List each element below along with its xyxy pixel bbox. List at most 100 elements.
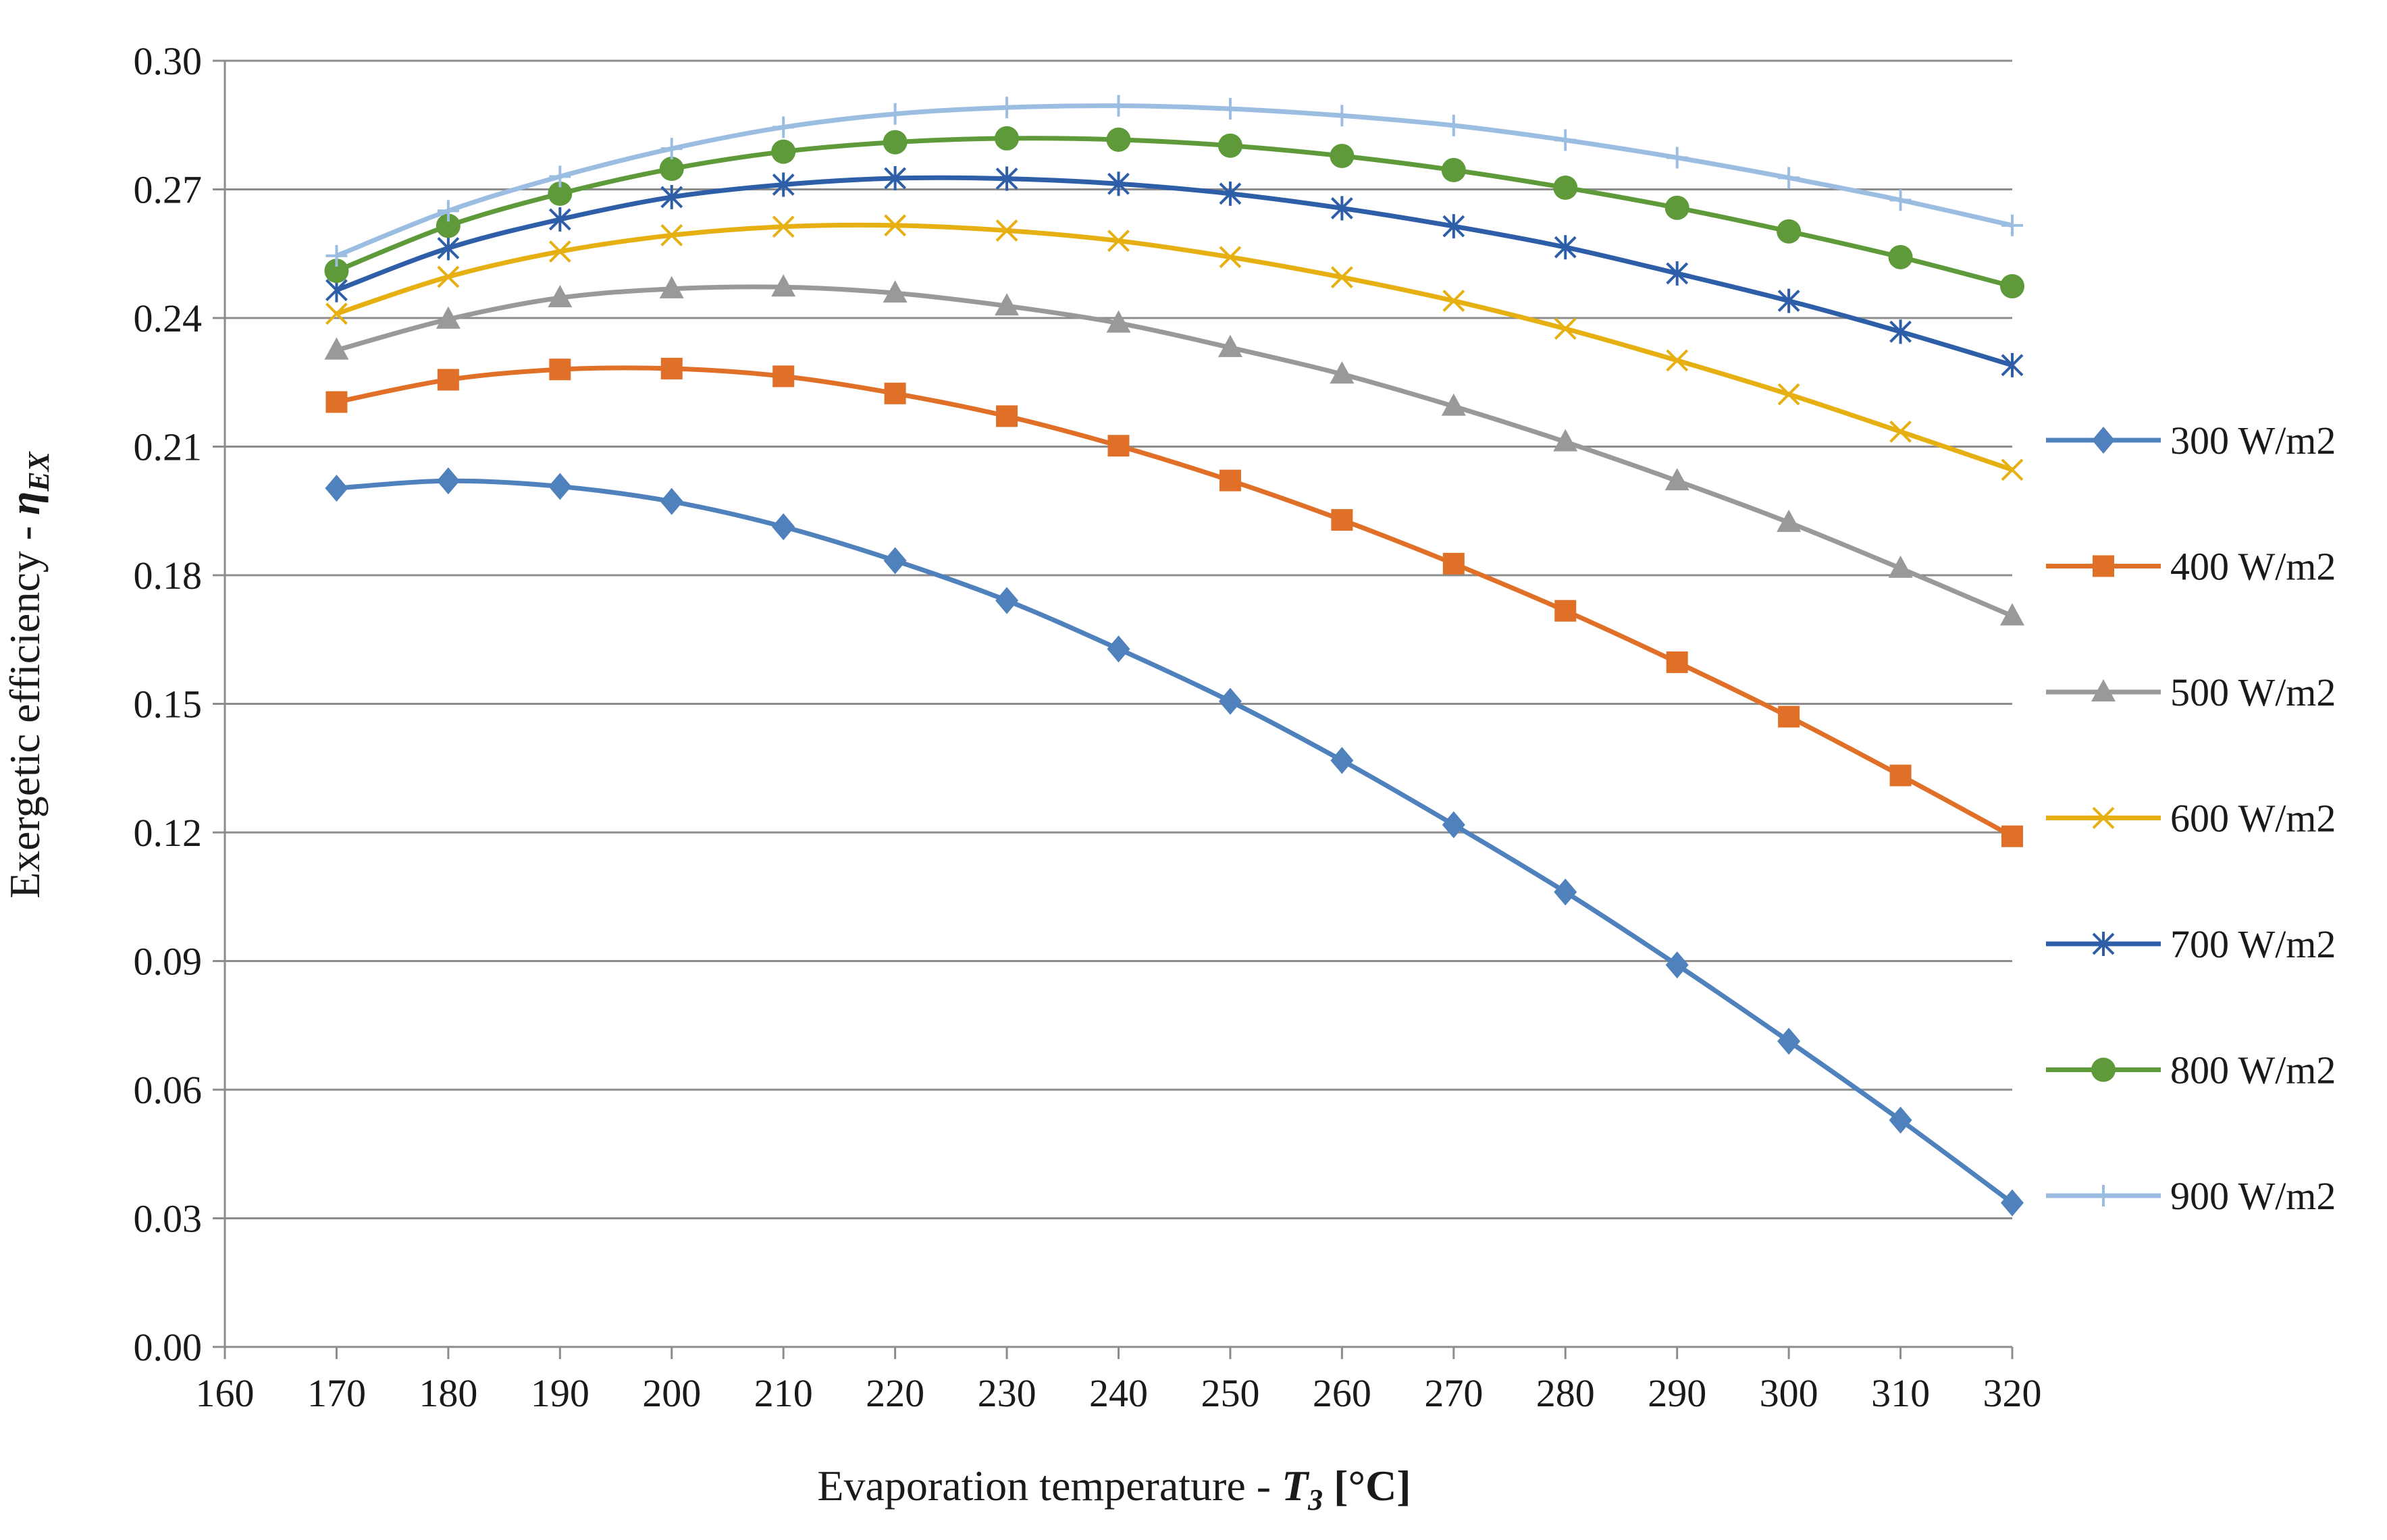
- data-point: [1442, 290, 1465, 313]
- y-tick-label: 0.21: [134, 425, 203, 469]
- y-tick-label: 0.18: [134, 554, 203, 598]
- data-point: [1553, 175, 1578, 200]
- series-line: [336, 103, 2013, 259]
- data-point: [1777, 1028, 1801, 1055]
- data-point: [1777, 219, 1802, 244]
- x-axis-title-var: T: [1282, 1462, 1310, 1510]
- x-axis-title-unit: [°C]: [1323, 1462, 1411, 1510]
- legend-entry: 400 W/m2: [2046, 545, 2336, 589]
- data-point-stroke: [660, 224, 683, 246]
- data-point-stroke: [1666, 349, 1689, 372]
- series-6: [325, 95, 2023, 267]
- data-point: [324, 337, 349, 360]
- data-point: [437, 369, 459, 391]
- data-point-stroke: [1889, 420, 1912, 443]
- y-tick-label: 0.03: [134, 1197, 203, 1241]
- x-tick-label: 270: [1424, 1371, 1483, 1415]
- legend-entry: 900 W/m2: [2046, 1174, 2336, 1218]
- x-tick-label: 190: [531, 1371, 589, 1415]
- data-point: [1219, 469, 1241, 492]
- data-point: [1442, 811, 1465, 839]
- data-point: [772, 215, 795, 238]
- data-point: [549, 359, 571, 381]
- x-tick-label: 230: [978, 1371, 1037, 1415]
- data-point: [2000, 274, 2024, 299]
- legend-label: 500 W/m2: [2170, 670, 2336, 714]
- data-point: [436, 213, 461, 238]
- legend-entry: 500 W/m2: [2046, 670, 2336, 714]
- data-point: [1331, 509, 1353, 531]
- legend-marker: [2092, 932, 2115, 956]
- data-point: [1778, 167, 1800, 189]
- y-axis-title-sub: EX: [22, 450, 55, 492]
- data-point: [1889, 189, 1912, 211]
- legend-marker-stroke: [2092, 807, 2115, 829]
- data-point: [1441, 393, 1466, 416]
- data-point: [1442, 214, 1465, 239]
- data-point: [1217, 334, 1242, 357]
- data-point: [1665, 951, 1689, 979]
- data-point: [1777, 383, 1800, 406]
- y-tick-label: 0.24: [134, 296, 203, 340]
- data-point: [1666, 147, 1688, 169]
- data-point: [772, 365, 795, 388]
- data-point: [772, 116, 795, 138]
- data-point: [883, 130, 908, 155]
- axes: 0.00 0.03 0.06 0.09 0.12 0.15 0.18 0.21 0.24 0.27…: [134, 39, 2042, 1415]
- y-axis-title: Exergetic efficiency - ηEX: [1, 450, 55, 898]
- data-point-stroke: [1219, 246, 1242, 269]
- series-1: [325, 357, 2023, 847]
- data-point-stroke: [2001, 458, 2024, 481]
- data-point: [1107, 635, 1130, 663]
- y-tick-label: 0.27: [134, 168, 203, 212]
- data-point: [1554, 235, 1577, 260]
- data-point-stroke: [1107, 230, 1130, 253]
- legend-label: 700 W/m2: [2170, 922, 2336, 966]
- data-point: [2001, 214, 2023, 236]
- data-point: [548, 285, 573, 308]
- x-tick-label: 220: [866, 1371, 924, 1415]
- y-axis-title-var: η: [1, 492, 49, 515]
- x-tick-label: 280: [1536, 1371, 1595, 1415]
- series-line: [336, 222, 2014, 473]
- series-2: [324, 274, 2024, 626]
- series-0: [325, 467, 2024, 1217]
- data-point: [1666, 651, 1688, 673]
- data-point: [1666, 261, 1689, 286]
- data-point: [1106, 127, 1131, 152]
- x-tick-label: 250: [1201, 1371, 1259, 1415]
- data-point: [772, 172, 795, 197]
- data-point: [884, 382, 906, 404]
- series-line: [336, 365, 2014, 839]
- data-point: [325, 475, 348, 502]
- data-point-stroke: [884, 214, 907, 237]
- legend-label: 600 W/m2: [2170, 797, 2336, 841]
- y-tick-label: 0.15: [134, 683, 203, 726]
- legend: 300 W/m2 400 W/m2 500 W/m2 600 W/m2 700 W/m2…: [2046, 419, 2336, 1218]
- data-point: [1554, 600, 1577, 622]
- x-tick-label: 290: [1648, 1371, 1706, 1415]
- data-point: [436, 306, 461, 329]
- x-axis-title: Evaporation temperature - T3 [°C]: [817, 1462, 1411, 1516]
- data-point: [548, 240, 571, 263]
- x-tick-label: 260: [1313, 1371, 1371, 1415]
- data-point: [1331, 105, 1353, 127]
- data-point: [437, 200, 459, 222]
- y-tick-label: 0.06: [134, 1068, 203, 1112]
- data-point: [1330, 266, 1353, 289]
- data-point-stroke: [437, 265, 460, 288]
- data-point: [1889, 1107, 1912, 1134]
- data-point: [324, 259, 349, 284]
- data-point: [437, 265, 460, 288]
- data-point: [883, 547, 907, 575]
- data-point: [1107, 435, 1130, 457]
- data-point: [1441, 157, 1466, 182]
- series-line: [336, 136, 2013, 289]
- data-point: [1553, 429, 1578, 452]
- data-point: [1554, 878, 1577, 906]
- legend-label: 800 W/m2: [2170, 1048, 2336, 1092]
- data-point: [660, 487, 683, 515]
- data-point: [660, 138, 683, 160]
